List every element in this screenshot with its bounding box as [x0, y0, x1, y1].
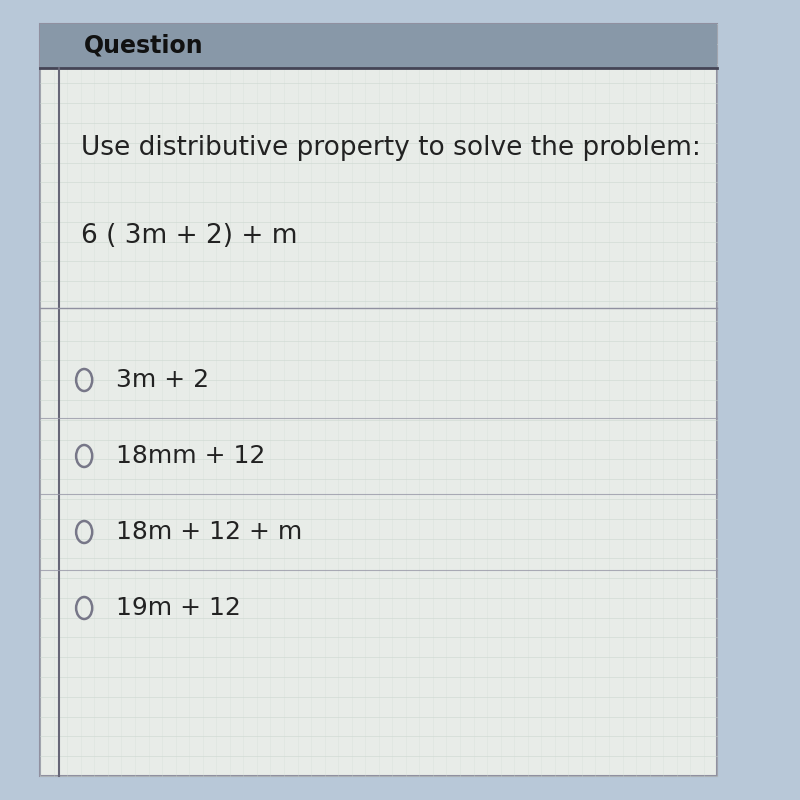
Text: 3m + 2: 3m + 2 — [116, 368, 209, 392]
Text: 18mm + 12: 18mm + 12 — [116, 444, 265, 468]
Bar — [40, 24, 718, 68]
Text: 18m + 12 + m: 18m + 12 + m — [116, 520, 302, 544]
Text: 6 ( 3m + 2) + m: 6 ( 3m + 2) + m — [81, 223, 297, 249]
Text: Use distributive property to solve the problem:: Use distributive property to solve the p… — [81, 135, 700, 161]
Text: 19m + 12: 19m + 12 — [116, 596, 241, 620]
Text: Question: Question — [84, 34, 204, 58]
